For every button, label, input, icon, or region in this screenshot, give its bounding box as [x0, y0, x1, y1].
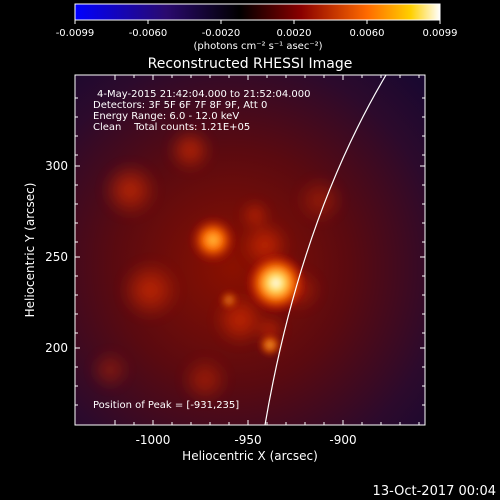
- x-tick-label: -900: [329, 433, 356, 447]
- image-title: Reconstructed RHESSI Image: [148, 56, 353, 72]
- colorbar-tick-label: -0.0060: [129, 28, 168, 39]
- colorbar: -0.0099 -0.0060 -0.0020 0.0020 0.0060 0.…: [56, 3, 458, 52]
- colorbar-tick-label: 0.0099: [423, 28, 458, 39]
- peak-position-text: Position of Peak = [-931,235]: [93, 400, 239, 411]
- x-tick-label: -1000: [136, 433, 171, 447]
- solar-image: [75, 75, 425, 425]
- x-axis: [114, 75, 420, 425]
- x-tick-label: -950: [234, 433, 261, 447]
- colorbar-unit-label: (photons cm⁻² s⁻¹ asec⁻²): [193, 41, 322, 52]
- y-axis-label: Heliocentric Y (arcsec): [23, 183, 37, 318]
- energy-range-text: Energy Range: 6.0 - 12.0 keV: [93, 111, 239, 122]
- secondary-source: [189, 216, 237, 264]
- detectors-text: Detectors: 3F 5F 6F 7F 8F 9F, Att 0: [93, 100, 267, 111]
- y-tick-label: 200: [45, 341, 68, 355]
- colorbar-tick-label: 0.0060: [350, 28, 385, 39]
- info-block: 4-May-2015 21:42:04.000 to 21:52:04.000 …: [93, 89, 310, 133]
- solar-limb-line: [264, 75, 387, 425]
- peak-source: [246, 253, 306, 313]
- footer-date: 13-Oct-2017 00:04: [373, 484, 496, 499]
- y-axis: [75, 97, 425, 406]
- time-range-text: 4-May-2015 21:42:04.000 to 21:52:04.000: [97, 89, 310, 100]
- colorbar-tick-label: -0.0099: [56, 28, 95, 39]
- y-tick-label: 300: [45, 159, 68, 173]
- colorbar-tick-label: -0.0020: [202, 28, 241, 39]
- clean-counts-text: Clean Total counts: 1.21E+05: [93, 122, 250, 133]
- x-axis-label: Heliocentric X (arcsec): [182, 449, 318, 463]
- plot-frame: [74, 74, 426, 426]
- colorbar-strip: [74, 3, 441, 21]
- colorbar-tick-label: 0.0020: [277, 28, 312, 39]
- y-tick-label: 250: [45, 250, 68, 264]
